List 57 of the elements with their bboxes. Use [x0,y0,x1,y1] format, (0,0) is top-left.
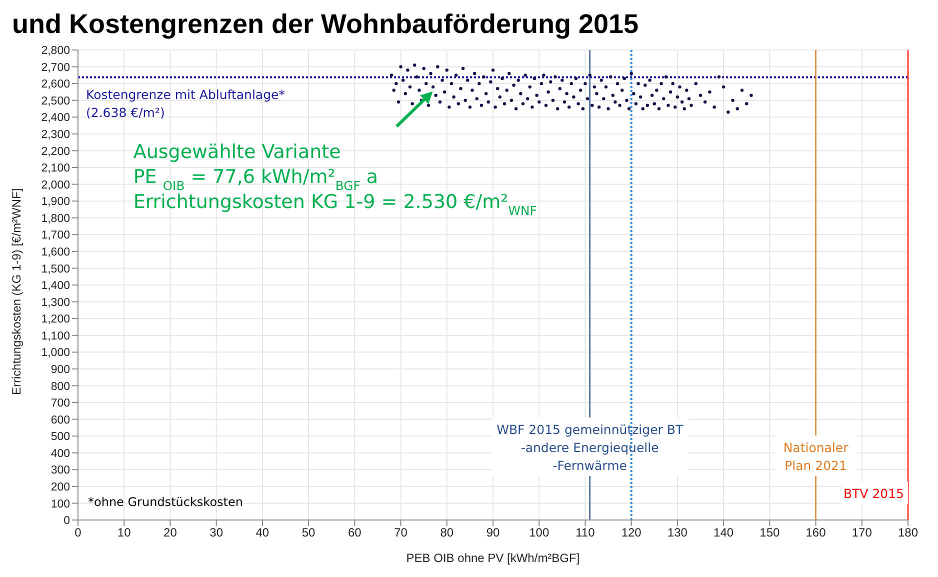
x-tick-label: 110 [576,526,596,540]
ref-line-label: Kostengrenze mit Abluftanlage* (2.638 €/m²) [86,87,285,120]
y-tick-label: 1,300 [41,296,70,309]
x-tick-label: 80 [440,526,454,540]
x-tick-label: 130 [667,526,688,540]
y-tick-label: 1,800 [41,212,70,225]
y-tick-label: 2,600 [41,78,70,91]
x-tick-label: 50 [302,526,316,540]
y-tick-label: 500 [50,431,70,444]
x-tick-label: 10 [117,526,132,540]
annotation: Ausgewählte Variante PE $_{OIB}$ = 77,6 kWh/m²$_{BGF}$a Errichtungskosten KG 1-9 = 2.530 €/m²$_{WNF}$ [133,141,537,218]
y-tick-label: 1,100 [41,330,70,342]
x-tick-label: 170 [852,526,872,540]
y-tick-label: 200 [50,482,70,494]
y-tick-label: 600 [50,414,70,426]
annotation: *ohne Grundstückskosten [88,495,243,509]
chart-title: und Kostengrenzen der Wohnbauförderung 2015 [11,8,640,41]
x-tick-label: 40 [256,526,270,540]
x-tick-label: 0 [74,526,82,540]
x-tick-label: 180 [898,526,918,540]
y-tick-label: 2,100 [41,162,70,175]
x-tick-label: 90 [486,526,500,540]
y-tick-label: 700 [50,398,70,410]
y-tick-label: 900 [50,364,70,376]
y-tick-label: 2,300 [41,129,70,142]
x-tick-label: 100 [529,526,550,540]
y-tick-label: 300 [50,464,70,477]
y-tick-label: 400 [50,448,70,460]
ref-line-label: Nationaler Plan 2021 [783,440,850,473]
y-tick-label: 2,500 [41,95,70,108]
y-tick-label: 800 [50,380,70,393]
y-tick-label: 2,700 [41,62,70,74]
y-tick-label: 0 [64,515,70,528]
x-tick-label: 60 [348,526,362,540]
ref-line-label: WBF 2015 gemeinnütziger BT -andere Energiequelle -Fernwärme [496,422,684,473]
y-tick-label: 1,900 [41,196,70,208]
y-tick-label: 1,500 [41,263,70,276]
x-tick-label: 20 [164,526,178,540]
x-tick-label: 150 [760,526,780,540]
y-tick-label: 1,000 [41,347,70,360]
y-tick-label: 2,200 [41,146,70,158]
y-tick-label: 2,400 [41,112,70,124]
x-tick-label: 30 [210,526,224,540]
y-tick-label: 100 [50,498,70,510]
y-tick-label: 1,400 [41,280,70,292]
x-axis-title: PEB OIB ohne PV [kWh/m²BGF] [406,551,580,565]
y-tick-label: 1,200 [41,314,70,326]
y-tick-label: 2,000 [41,179,70,192]
x-tick-label: 70 [394,526,408,540]
x-tick-label: 120 [621,526,642,540]
ref-line-label: BTV 2015 [843,486,904,501]
y-tick-label: 1,700 [41,230,70,242]
y-tick-label: 1,600 [41,246,70,259]
y-tick-label: 2,800 [41,45,70,58]
x-tick-label: 140 [714,526,734,540]
x-tick-label: 160 [806,526,826,540]
y-axis-title: Errichtungskosten (KG 1-9) [€/m²WNF] [9,188,24,395]
